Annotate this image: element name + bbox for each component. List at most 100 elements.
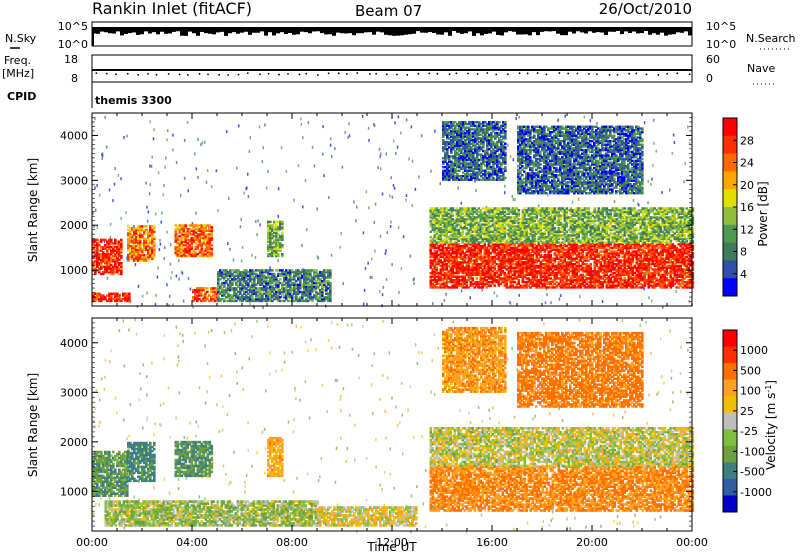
noise-bar [468, 27, 472, 31]
heatmap-speck [395, 152, 397, 155]
nsky-label: N.Sky [5, 32, 37, 45]
heatmap-speck [669, 188, 671, 191]
noise-bar [356, 27, 360, 33]
heatmap-cell [120, 239, 123, 241]
heatmap-speck [653, 142, 655, 145]
heatmap-speck [513, 198, 515, 201]
nave-dot [227, 74, 229, 76]
freq-label-1: Freq. [4, 54, 31, 67]
noise-bar [528, 27, 532, 35]
heatmap-speck [414, 277, 416, 280]
noise-bar [268, 27, 272, 32]
heatmap-speck [153, 128, 155, 131]
noise-bar [524, 27, 528, 34]
noise-tick-right-bottom: 10^0 [706, 38, 736, 51]
heatmap-speck [366, 190, 368, 193]
nave-dot [455, 72, 457, 74]
heatmap-speck [250, 136, 252, 139]
heatmap-speck [187, 189, 189, 192]
heatmap-speck [166, 138, 168, 141]
noise-bar [432, 27, 436, 33]
heatmap-cell [153, 225, 156, 227]
heatmap-speck [155, 212, 157, 215]
nave-dot [168, 73, 170, 75]
noise-bar [364, 27, 368, 32]
heatmap-speck [386, 231, 388, 234]
heatmap-speck [379, 155, 381, 158]
heatmap-speck [514, 198, 516, 201]
heatmap-speck [206, 181, 208, 184]
heatmap-speck [125, 211, 127, 214]
heatmap-speck [109, 188, 111, 191]
noise-bar [244, 27, 248, 32]
heatmap-speck [302, 205, 304, 208]
noise-bar [548, 27, 552, 31]
heatmap-speck [146, 292, 148, 295]
noise-bar [368, 27, 372, 32]
heatmap-speck [445, 293, 447, 296]
nave-dot [486, 72, 488, 74]
noise-bar [296, 27, 300, 34]
heatmap-speck [371, 276, 373, 279]
heatmap-speck [590, 119, 592, 122]
nave-dot [187, 74, 189, 76]
heatmap-speck [204, 141, 206, 144]
heatmap-speck [661, 191, 663, 194]
noise-bar [272, 27, 276, 35]
heatmap-speck [644, 121, 646, 124]
noise-bar [200, 27, 204, 32]
noise-bar [168, 27, 172, 33]
heatmap-speck [164, 246, 166, 249]
noise-bar [264, 27, 268, 36]
nave-dot [635, 73, 637, 75]
noise-bar [460, 27, 464, 34]
heatmap-speck [475, 189, 477, 192]
heatmap-speck [545, 301, 547, 304]
heatmap-cell [153, 236, 156, 238]
noise-bar [560, 27, 564, 35]
heatmap-speck [362, 115, 364, 118]
noise-bar [588, 27, 592, 31]
heatmap-speck [257, 219, 259, 222]
heatmap-speck [380, 235, 382, 238]
freq-tick-bottom: 8 [71, 72, 78, 85]
heatmap-speck [147, 220, 149, 223]
noise-bar [536, 27, 540, 35]
nave-dot [617, 74, 619, 76]
heatmap-speck [578, 198, 580, 201]
heatmap-speck [298, 164, 300, 167]
power-panel: 1000200030004000 Slant Range [km] 282420… [26, 113, 770, 309]
nave-dot [428, 72, 430, 74]
heatmap-speck [434, 130, 436, 133]
heatmap-speck [314, 165, 316, 168]
heatmap-speck [398, 226, 400, 229]
heatmap-speck [374, 250, 376, 253]
heatmap-speck [560, 294, 562, 297]
nsearch-label: N.Search [746, 32, 796, 45]
heatmap-speck [227, 242, 229, 245]
nave-dot [356, 72, 358, 74]
heatmap-speck [340, 246, 342, 249]
heatmap-speck [187, 121, 189, 124]
heatmap-speck [469, 296, 471, 299]
noise-bar [648, 27, 652, 35]
heatmap-speck [650, 183, 652, 186]
nave-dot [567, 73, 569, 75]
heatmap-speck [278, 215, 280, 218]
noise-bar [128, 27, 132, 33]
heatmap-speck [385, 252, 387, 255]
noise-bar [304, 27, 308, 32]
noise-bar [216, 27, 220, 32]
heatmap-speck [267, 170, 269, 173]
heatmap-speck [383, 286, 385, 289]
power-heatmap-cells [92, 115, 694, 309]
noise-bar [488, 27, 492, 33]
heatmap-speck [614, 200, 616, 203]
noise-bar [212, 27, 216, 34]
heatmap-cell [120, 255, 123, 257]
noise-bar [108, 27, 112, 33]
heatmap-cell [472, 277, 475, 279]
heatmap-speck [653, 119, 655, 122]
heatmap-speck [367, 262, 369, 265]
heatmap-speck [363, 303, 365, 306]
